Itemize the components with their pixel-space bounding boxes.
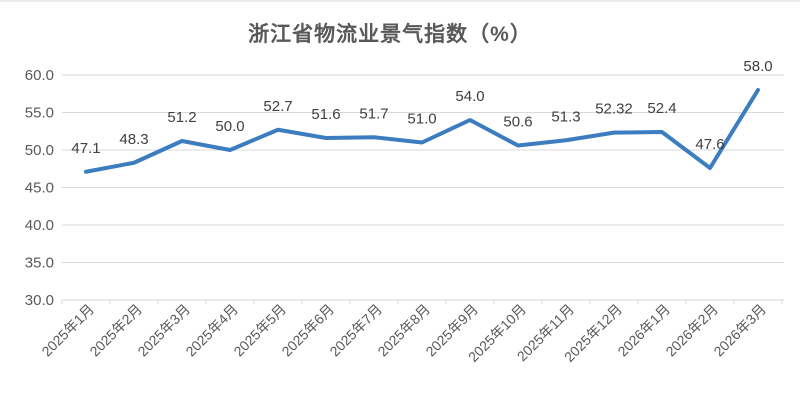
- chart-title: 浙江省物流业景气指数（%）: [248, 23, 532, 46]
- data-label: 51.7: [359, 105, 388, 122]
- data-label: 50.0: [215, 118, 244, 135]
- data-label: 48.3: [119, 131, 148, 148]
- data-label: 50.6: [503, 114, 532, 131]
- data-label: 51.6: [311, 106, 340, 123]
- x-axis-tick-label: 2026年3月: [710, 301, 769, 360]
- data-label: 58.0: [743, 58, 772, 75]
- y-axis-tick-label: 50.0: [25, 142, 54, 159]
- series-line: [84, 88, 760, 174]
- data-label: 47.6: [695, 136, 724, 153]
- y-axis-tick-label: 35.0: [25, 255, 54, 272]
- data-label: 54.0: [455, 88, 484, 105]
- y-axis-tick-label: 55.0: [25, 105, 54, 122]
- data-label: 47.1: [71, 140, 100, 157]
- data-label: 52.7: [263, 98, 292, 115]
- y-axis-tick-label: 45.0: [25, 180, 54, 197]
- y-axis-tick-label: 60.0: [25, 67, 54, 84]
- y-axis-tick-label: 30.0: [25, 292, 54, 309]
- data-label: 52.4: [647, 100, 676, 117]
- y-axis-tick-label: 40.0: [25, 217, 54, 234]
- data-label: 51.0: [407, 111, 436, 128]
- data-label: 52.32: [595, 101, 633, 118]
- data-label: 51.2: [167, 109, 196, 126]
- data-label: 51.3: [551, 108, 580, 125]
